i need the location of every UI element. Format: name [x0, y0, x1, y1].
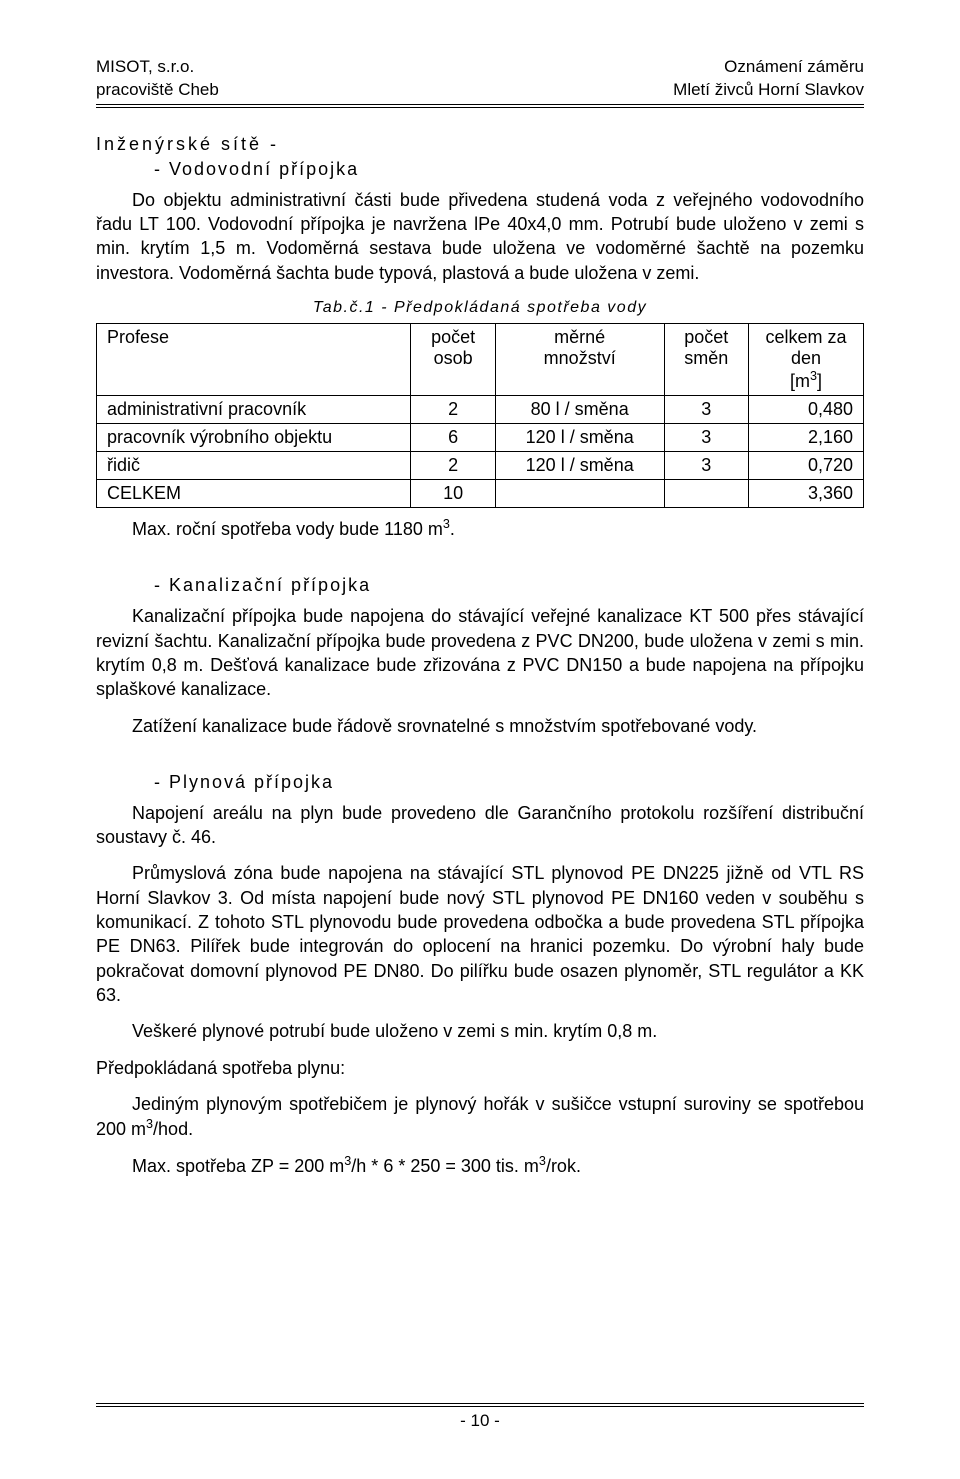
col-pocet-smen: počet směn — [664, 324, 748, 396]
paragraph: Max. roční spotřeba vody bude 1180 m3. — [96, 516, 864, 541]
paragraph: Jediným plynovým spotřebičem je plynový … — [96, 1092, 864, 1142]
paragraph: Max. spotřeba ZP = 200 m3/h * 6 * 250 = … — [96, 1153, 864, 1178]
table-header-row: Profese počet osob měrné množství počet … — [97, 324, 864, 396]
sup-3: 3 — [539, 1154, 546, 1168]
header-rule — [96, 104, 864, 108]
col-pocet-osob: počet osob — [411, 324, 495, 396]
paragraph: Předpokládaná spotřeba plynu: — [96, 1056, 864, 1080]
sup-3: 3 — [443, 517, 450, 531]
header-right-line2: Mletí živců Horní Slavkov — [673, 79, 864, 102]
paragraph: Napojení areálu na plyn bude provedeno d… — [96, 801, 864, 850]
col-merne-mnozstvi: měrné množství — [495, 324, 664, 396]
page-footer: - 10 - — [0, 1403, 960, 1431]
col-celkem: celkem za den [m3] — [748, 324, 863, 396]
table-row: řidič 2 120 l / směna 3 0,720 — [97, 452, 864, 480]
page-number: - 10 - — [460, 1411, 500, 1430]
paragraph: Průmyslová zóna bude napojena na stávají… — [96, 861, 864, 1007]
table-caption: Tab.č.1 - Předpokládaná spotřeba vody — [96, 299, 864, 317]
paragraph: Zatížení kanalizace bude řádově srovnate… — [96, 714, 864, 738]
sup-3: 3 — [810, 369, 817, 383]
page-header: MISOT, s.r.o. pracoviště Cheb Oznámení z… — [96, 56, 864, 102]
water-consumption-table: Profese počet osob měrné množství počet … — [96, 323, 864, 508]
subheading-plynova: - Plynová přípojka — [154, 772, 864, 793]
footer-rule — [96, 1403, 864, 1407]
table-row: administrativní pracovník 2 80 l / směna… — [97, 396, 864, 424]
paragraph: Veškeré plynové potrubí bude uloženo v z… — [96, 1019, 864, 1043]
table-row: pracovník výrobního objektu 6 120 l / sm… — [97, 424, 864, 452]
subheading-kanalizacni: - Kanalizační přípojka — [154, 575, 864, 596]
paragraph: Do objektu administrativní části bude př… — [96, 188, 864, 285]
table-row-total: CELKEM 10 3,360 — [97, 480, 864, 508]
header-left-line1: MISOT, s.r.o. — [96, 56, 219, 79]
section-title: Inženýrské sítě - — [96, 134, 864, 155]
paragraph: Kanalizační přípojka bude napojena do st… — [96, 604, 864, 701]
subheading-vodovodni: - Vodovodní přípojka — [154, 159, 864, 180]
sup-3: 3 — [146, 1117, 153, 1131]
header-left-line2: pracoviště Cheb — [96, 79, 219, 102]
header-right-line1: Oznámení záměru — [673, 56, 864, 79]
col-profese: Profese — [97, 324, 411, 396]
